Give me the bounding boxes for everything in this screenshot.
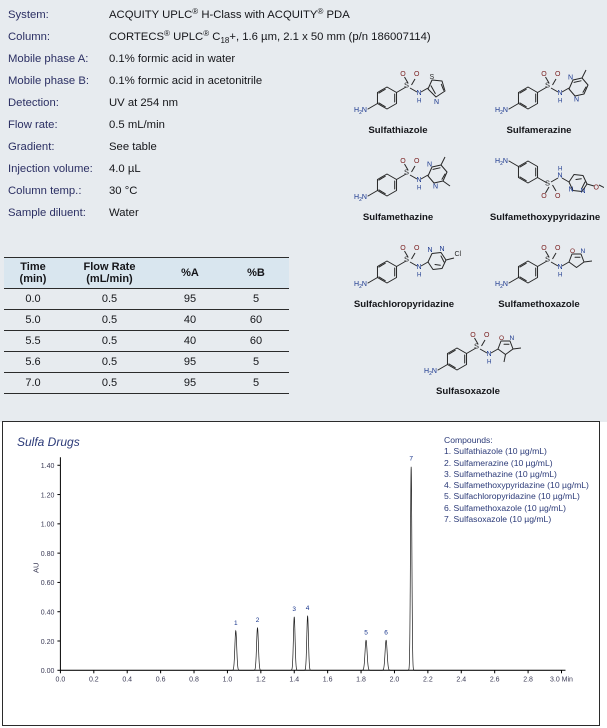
svg-text:O: O [414, 158, 420, 165]
svg-text:1.40: 1.40 [41, 463, 55, 470]
svg-text:2.0: 2.0 [390, 676, 400, 683]
svg-text:N: N [427, 162, 432, 169]
svg-text:H: H [558, 167, 562, 173]
svg-text:N: N [581, 188, 586, 195]
svg-text:N: N [434, 99, 439, 106]
svg-text:H: H [417, 273, 421, 279]
svg-text:H2N: H2N [354, 194, 367, 203]
svg-text:S: S [404, 81, 409, 90]
svg-text:Cl: Cl [455, 251, 462, 258]
svg-text:3: 3 [292, 606, 296, 613]
svg-text:2.4: 2.4 [456, 676, 466, 683]
svg-text:0.0: 0.0 [56, 676, 66, 683]
svg-text:0.40: 0.40 [41, 610, 55, 617]
svg-text:N: N [417, 177, 422, 184]
svg-text:0.60: 0.60 [41, 580, 55, 587]
svg-text:H2N: H2N [495, 158, 508, 167]
svg-text:1.20: 1.20 [41, 492, 55, 499]
svg-text:0.00: 0.00 [41, 668, 55, 675]
svg-text:AU: AU [31, 563, 40, 573]
svg-text:O: O [400, 71, 406, 78]
svg-text:N: N [569, 187, 574, 194]
svg-text:S: S [404, 168, 409, 177]
svg-text:3.0 Min: 3.0 Min [550, 676, 573, 683]
svg-text:N: N [581, 248, 586, 255]
svg-text:2.6: 2.6 [490, 676, 500, 683]
svg-text:N: N [558, 264, 563, 271]
svg-text:1.6: 1.6 [323, 676, 333, 683]
svg-text:H2N: H2N [495, 281, 508, 290]
svg-text:H: H [417, 99, 421, 105]
svg-text:S: S [430, 74, 435, 81]
svg-text:N: N [558, 90, 563, 97]
svg-text:O: O [414, 245, 420, 252]
svg-text:H: H [558, 273, 562, 279]
svg-text:O: O [555, 193, 561, 200]
svg-text:O: O [541, 193, 547, 200]
svg-text:0.8: 0.8 [189, 676, 199, 683]
svg-text:1.2: 1.2 [256, 676, 266, 683]
svg-text:4: 4 [306, 605, 310, 612]
svg-text:N: N [510, 335, 515, 342]
svg-text:2.2: 2.2 [423, 676, 433, 683]
svg-text:H2N: H2N [495, 107, 508, 116]
svg-text:H2N: H2N [354, 107, 367, 116]
svg-text:O: O [541, 245, 547, 252]
svg-text:O: O [555, 71, 561, 78]
svg-text:6: 6 [384, 629, 388, 636]
svg-text:N: N [440, 246, 445, 253]
svg-text:5: 5 [364, 629, 368, 636]
svg-text:O: O [414, 71, 420, 78]
svg-text:0.80: 0.80 [41, 551, 55, 558]
svg-text:S: S [545, 179, 550, 188]
svg-text:S: S [545, 255, 550, 264]
svg-text:N: N [417, 264, 422, 271]
svg-text:0.6: 0.6 [156, 676, 166, 683]
svg-text:0.4: 0.4 [122, 676, 132, 683]
svg-text:7: 7 [409, 456, 413, 463]
svg-text:S: S [404, 255, 409, 264]
svg-text:H: H [487, 360, 491, 366]
svg-text:1.00: 1.00 [41, 522, 55, 529]
svg-text:O: O [555, 245, 561, 252]
svg-text:2.8: 2.8 [523, 676, 533, 683]
svg-text:1.4: 1.4 [289, 676, 299, 683]
svg-text:H2N: H2N [354, 281, 367, 290]
svg-text:0.20: 0.20 [41, 639, 55, 646]
svg-text:O: O [570, 248, 575, 255]
svg-text:1.8: 1.8 [356, 676, 366, 683]
svg-text:O: O [594, 185, 600, 192]
svg-text:2: 2 [256, 617, 260, 624]
svg-text:1: 1 [234, 620, 238, 627]
svg-text:H: H [417, 186, 421, 192]
svg-text:N: N [428, 247, 433, 254]
svg-text:N: N [568, 75, 573, 82]
svg-text:S: S [474, 342, 479, 351]
svg-text:O: O [400, 245, 406, 252]
svg-text:O: O [470, 332, 476, 339]
svg-text:H2N: H2N [424, 368, 437, 377]
svg-text:1.0: 1.0 [223, 676, 233, 683]
svg-text:0.2: 0.2 [89, 676, 99, 683]
svg-text:O: O [541, 71, 547, 78]
svg-text:O: O [484, 332, 490, 339]
svg-text:S: S [545, 81, 550, 90]
svg-text:O: O [400, 158, 406, 165]
svg-text:N: N [433, 184, 438, 191]
svg-text:N: N [417, 90, 422, 97]
svg-text:N: N [487, 351, 492, 358]
svg-text:O: O [499, 335, 504, 342]
svg-text:H: H [558, 99, 562, 105]
svg-text:N: N [574, 97, 579, 104]
